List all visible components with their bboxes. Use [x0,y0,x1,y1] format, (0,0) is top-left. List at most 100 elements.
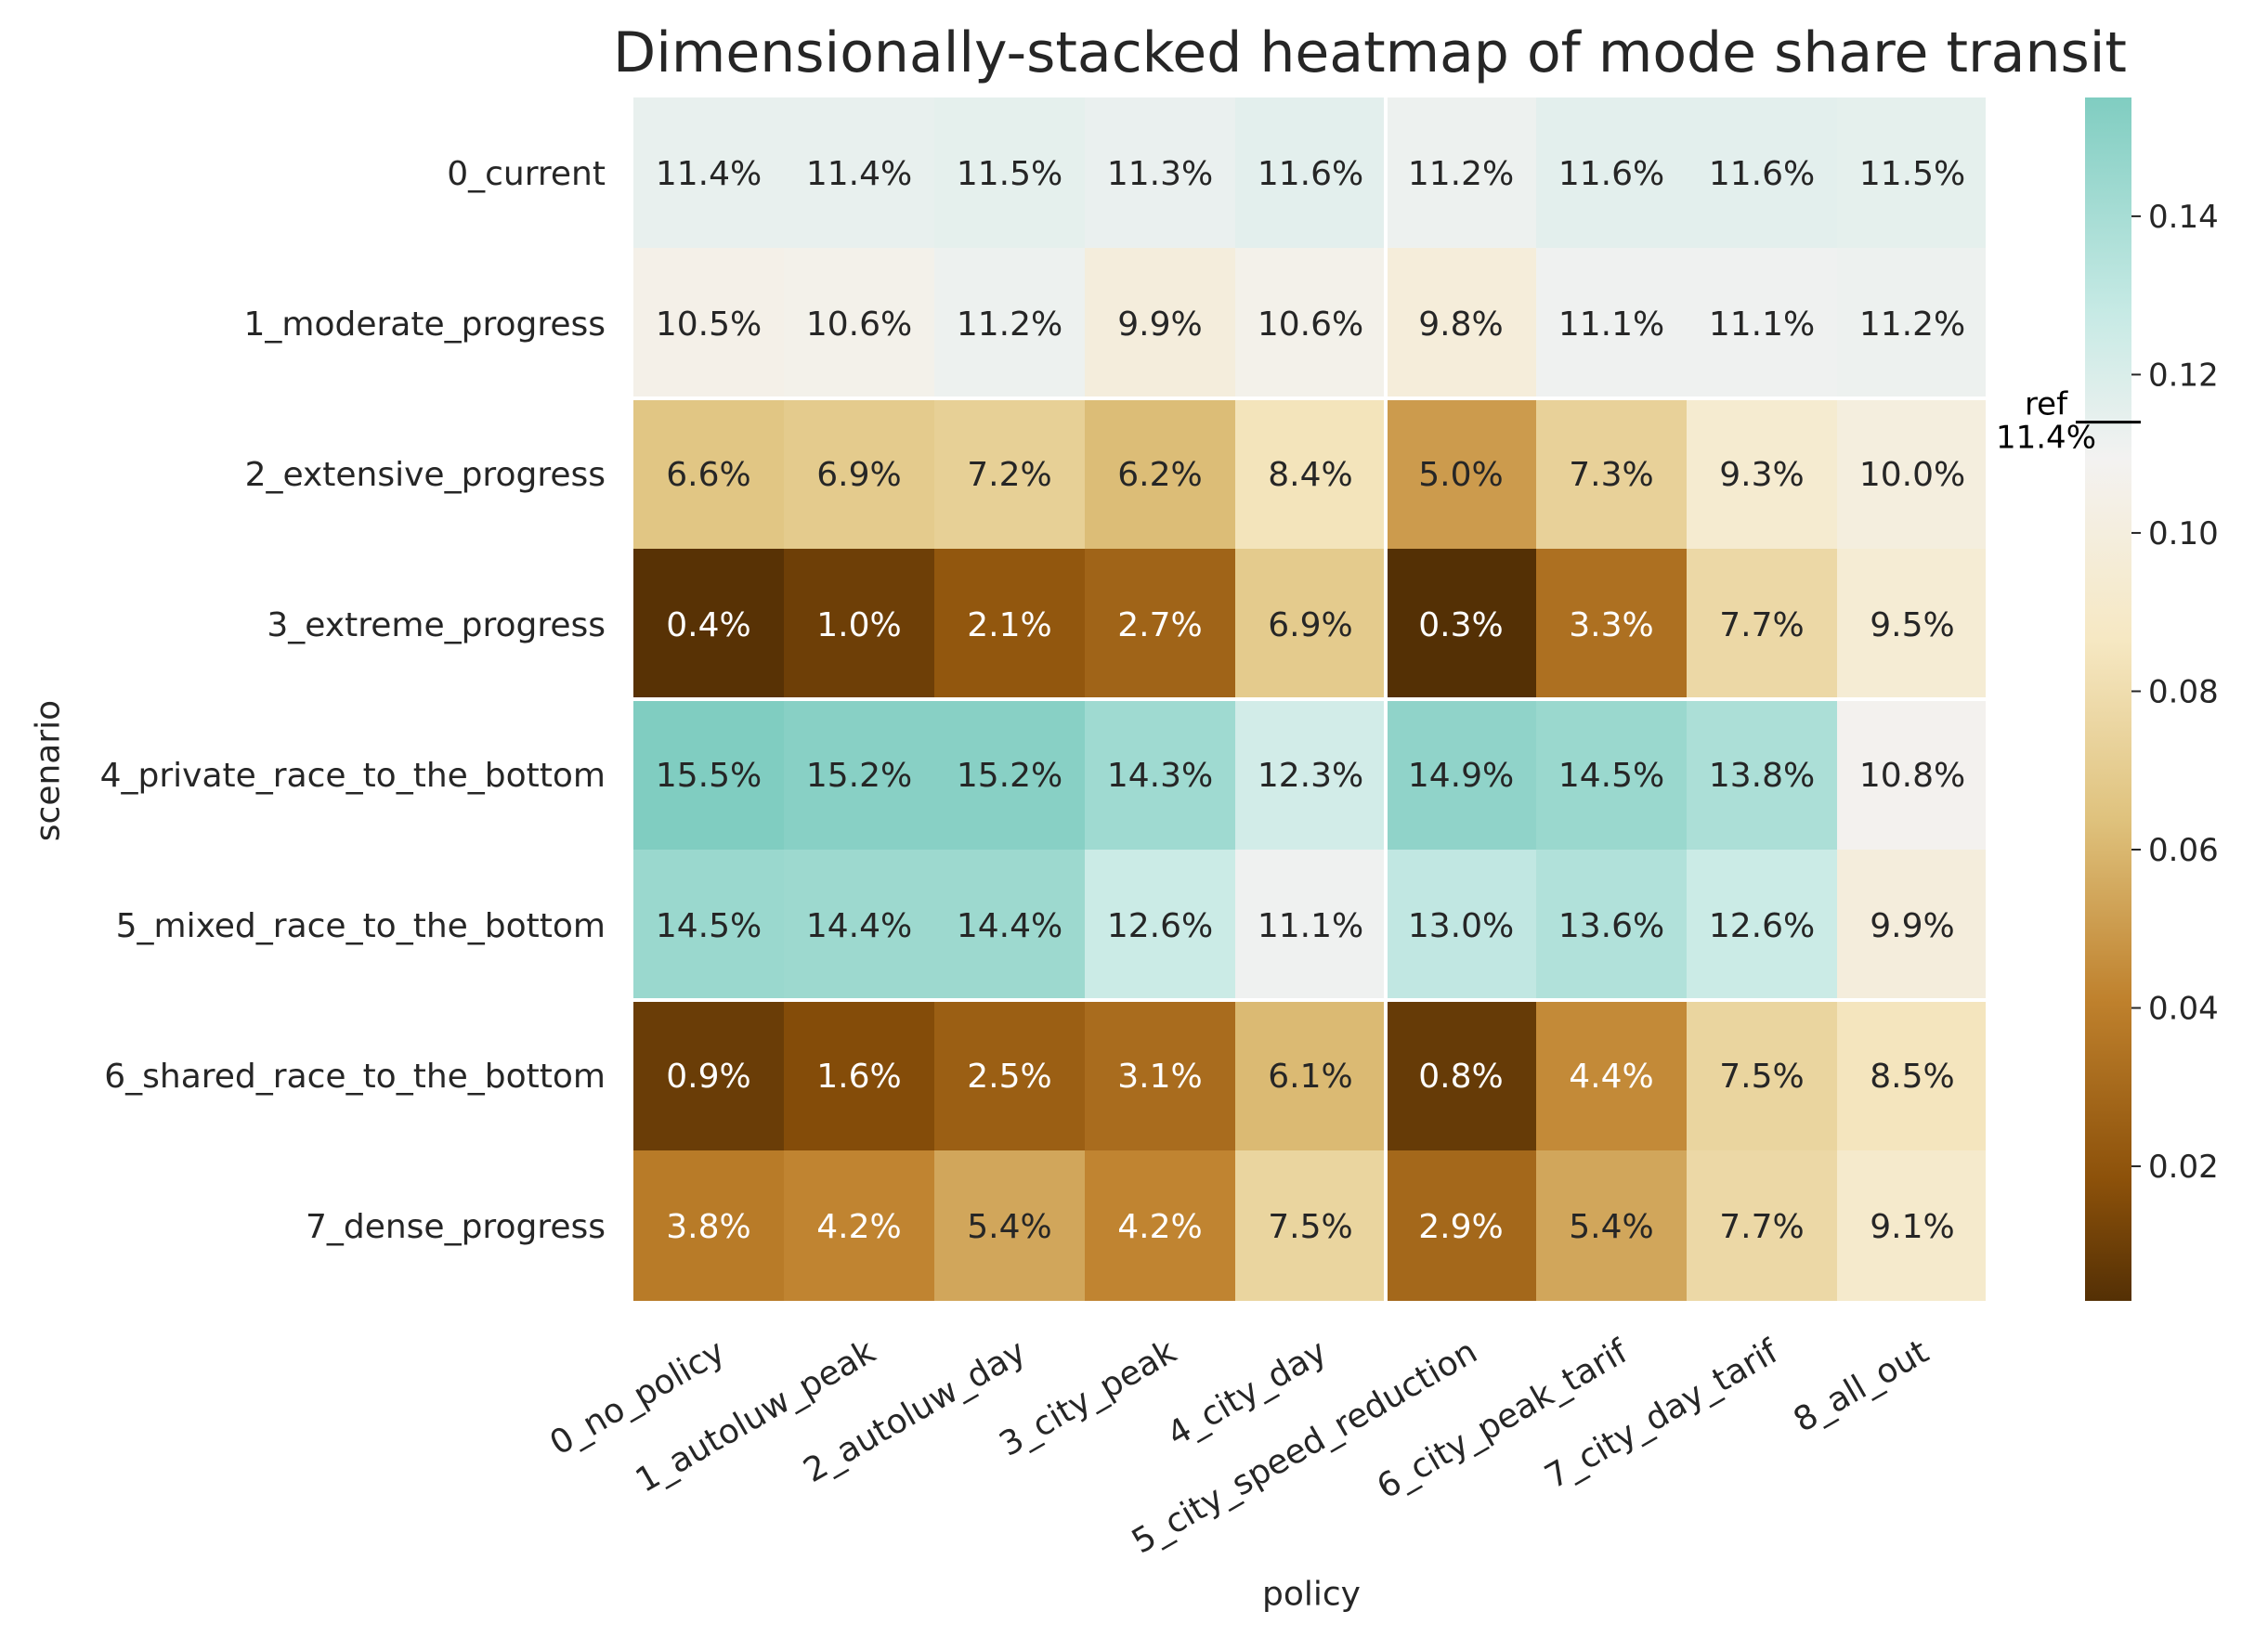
heatmap-cell [1235,398,1386,549]
colorbar-tick-label: 0.06 [2148,832,2219,869]
heatmap-cell [934,248,1085,398]
heatmap-cell [784,248,934,398]
cell-value-label: 2.9% [1418,1208,1503,1246]
heatmap-cell [1386,699,1536,850]
cell-value-label: 5.4% [967,1208,1051,1246]
heatmap-cell [1085,97,1235,248]
heatmap-cell [1386,850,1536,1000]
heatmap-cell [1687,398,1837,549]
cell-value-label: 6.9% [1268,606,1352,644]
heatmap-cell [633,699,784,850]
heatmap-cell [1687,97,1837,248]
heatmap-cell [1536,248,1687,398]
heatmap-cell [1235,1000,1386,1150]
heatmap-cell [1235,549,1386,699]
cell-value-label: 10.0% [1859,456,1965,494]
heatmap-cell [1085,1150,1235,1301]
reference-label: ref [2025,386,2068,423]
y-tick-label: 4_private_race_to_the_bottom [100,757,606,795]
heatmap-cell [1837,850,1988,1000]
cell-value-label: 7.5% [1268,1208,1352,1246]
cell-value-label: 1.0% [816,606,901,644]
cell-value-label: 14.9% [1408,757,1514,795]
cell-value-label: 12.3% [1258,757,1363,795]
cell-value-label: 15.2% [806,757,912,795]
heatmap-cell [1386,97,1536,248]
cell-value-label: 0.3% [1418,606,1503,644]
cell-value-label: 7.3% [1569,456,1653,494]
cell-value-label: 7.7% [1719,1208,1804,1246]
y-tick-label: 6_shared_race_to_the_bottom [104,1058,606,1096]
colorbar-tick-label: 0.12 [2148,357,2219,394]
cell-value-label: 8.4% [1268,456,1352,494]
cell-value-label: 11.4% [806,155,912,193]
cell-value-label: 3.3% [1569,606,1653,644]
cell-value-label: 11.2% [957,305,1062,344]
cell-value-label: 7.5% [1719,1058,1804,1096]
cell-value-label: 11.2% [1859,305,1965,344]
cell-value-label: 11.1% [1709,305,1815,344]
cell-value-label: 15.2% [957,757,1062,795]
heatmap-cell [1536,97,1687,248]
cell-value-label: 11.5% [957,155,1062,193]
cell-value-label: 15.5% [656,757,762,795]
cell-value-label: 14.4% [806,907,912,945]
cell-value-label: 9.5% [1870,606,1954,644]
cell-value-label: 10.5% [656,305,762,344]
cell-value-label: 11.6% [1258,155,1363,193]
cell-value-label: 0.4% [666,606,750,644]
colorbar-gradient [2085,97,2131,1301]
x-axis-label: policy [1262,1575,1361,1614]
heatmap-cell [1536,398,1687,549]
cell-value-label: 7.7% [1719,606,1804,644]
cell-value-label: 13.0% [1408,907,1514,945]
heatmap-cell [1235,850,1386,1000]
heatmap-cell [1536,850,1687,1000]
heatmap-cell [784,1150,934,1301]
heatmap-cell [1085,699,1235,850]
y-tick-label: 3_extreme_progress [267,606,606,644]
cell-value-label: 14.4% [957,907,1062,945]
y-tick-label: 1_moderate_progress [243,305,606,344]
cell-value-label: 0.8% [1418,1058,1503,1096]
heatmap-cell [1235,97,1386,248]
heatmap-cell [1235,248,1386,398]
colorbar-tick-label: 0.08 [2148,673,2219,710]
y-tick-label: 7_dense_progress [306,1208,606,1246]
heatmap-cell-labels: 11.4% 11.4% 11.5% 11.3% 11.6% 11.2% 11.6% 11.6%… [656,155,1965,1246]
cell-value-label: 2.7% [1117,606,1202,644]
colorbar-tick-label: 0.10 [2148,515,2219,552]
cell-value-label: 6.6% [666,456,750,494]
cell-value-label: 5.4% [1569,1208,1653,1246]
heatmap-cell [1837,97,1988,248]
heatmap-cell [934,850,1085,1000]
cell-value-label: 14.5% [1558,757,1664,795]
cell-value-label: 3.1% [1117,1058,1202,1096]
heatmap-cell [1687,1150,1837,1301]
colorbar-tick-label: 0.02 [2148,1149,2219,1186]
y-tick-label: 2_extensive_progress [245,456,606,494]
cell-value-label: 8.5% [1870,1058,1954,1096]
heatmap-cell [1085,1000,1235,1150]
heatmap-cell [1085,398,1235,549]
x-tick-label: 8_all_out [1787,1332,1935,1439]
heatmap-cell [1386,1150,1536,1301]
cell-value-label: 2.5% [967,1058,1051,1096]
cell-value-label: 11.4% [656,155,762,193]
heatmap-cell [1386,248,1536,398]
heatmap-cell [1536,699,1687,850]
cell-value-label: 10.6% [806,305,912,344]
group-separators [633,97,1989,1301]
cell-value-label: 11.6% [1558,155,1664,193]
heatmap-cell [1085,549,1235,699]
heatmap-cell [784,549,934,699]
heatmap-cell [1837,699,1988,850]
cell-value-label: 11.5% [1859,155,1965,193]
cell-value-label: 11.1% [1258,907,1363,945]
heatmap-cell [1837,1000,1988,1150]
cell-value-label: 9.9% [1117,305,1202,344]
heatmap-cell [1687,549,1837,699]
heatmap-cell [633,549,784,699]
heatmap-cell [1235,699,1386,850]
cell-value-label: 6.2% [1117,456,1202,494]
